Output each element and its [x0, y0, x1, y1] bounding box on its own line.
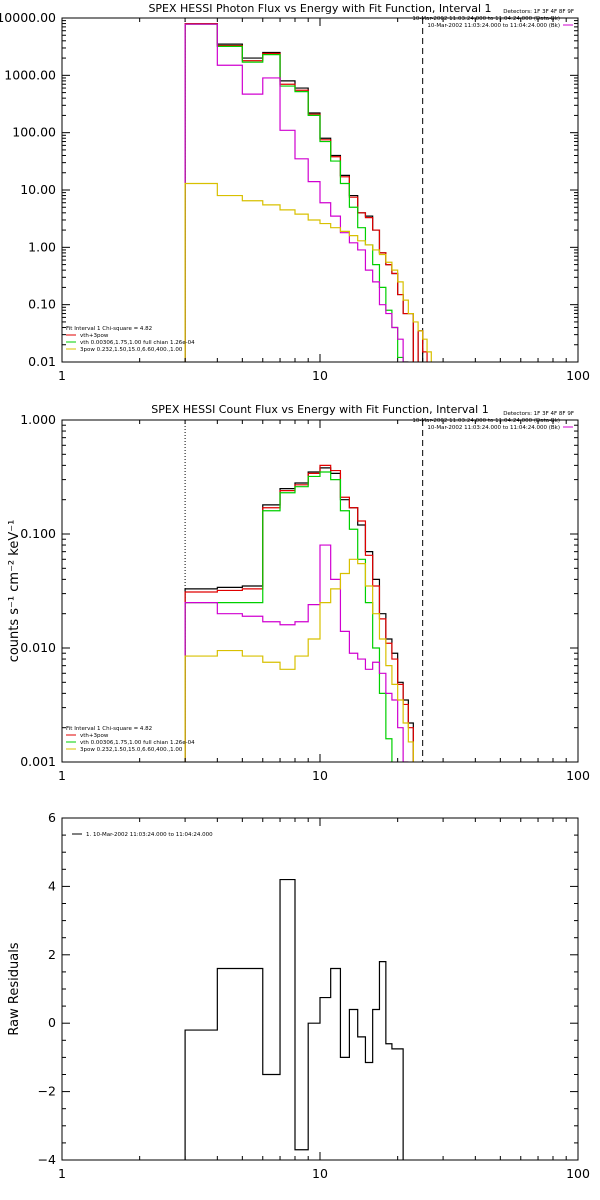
y-tick-label: 2 [48, 947, 56, 962]
y-tick-label: 1000.00 [4, 67, 56, 82]
series-group [184, 22, 432, 362]
fit-legend-entry: 3pow 0.232,1.50,15.0,6.60,400.,1.00 [80, 347, 183, 353]
series-3pow-y [184, 182, 432, 362]
y-tick-label: 100.00 [12, 125, 56, 140]
series-3pow [184, 544, 409, 762]
series-vth [184, 471, 393, 762]
x-tick-label: 100 [566, 368, 590, 383]
legend-entry: 10-Mar-2002 11:03:24.000 to 11:04:24.000… [412, 16, 560, 22]
series-3pow-y [184, 558, 414, 762]
y-tick-label: 0 [48, 1015, 56, 1030]
y-tick-label: 1.000 [20, 412, 56, 427]
y-tick-label: −4 [38, 1152, 56, 1167]
legend-entry: 10-Mar-2002 11:03:24.000 to 11:04:24.000… [412, 418, 560, 424]
panel-2: SPEX HESSI Count Flux vs Energy with Fit… [7, 403, 590, 783]
legend-entry: 10-Mar-2002 11:03:24.000 to 11:04:24.000… [427, 425, 560, 431]
y-tick-label: 1.00 [28, 239, 56, 254]
x-tick-label: 10 [312, 368, 328, 383]
fit-legend-entry: vth 0.00306,1.75,1.00 full chian 1.26e-0… [80, 740, 195, 746]
chart-title: SPEX HESSI Photon Flux vs Energy with Fi… [148, 2, 491, 15]
series-group [184, 464, 414, 762]
x-tick-label: 100 [566, 768, 590, 783]
fit-legend-entry: vth+3pow [80, 333, 109, 339]
y-axis-label: counts s⁻¹ cm⁻² keV⁻¹ [7, 520, 22, 663]
panel-1: SPEX HESSI Photon Flux vs Energy with Fi… [0, 2, 590, 383]
y-tick-label: 6 [48, 810, 56, 825]
fit-legend-entry: 3pow 0.232,1.50,15.0,6.60,400.,1.00 [80, 747, 183, 753]
legend-header: Detectors: 1F 3F 4F 8F 9F [503, 411, 574, 417]
y-tick-label: 0.01 [28, 354, 56, 369]
panel-3: Raw Residuals 1 10 100 6 4 2 0 −2 −4 1. 10-Mar-200… [7, 810, 590, 1181]
y-tick-label: 0.010 [20, 640, 56, 655]
x-tick-label: 1 [58, 368, 66, 383]
y-tick-label: 0.001 [20, 754, 56, 769]
y-tick-label: 10000.00 [0, 10, 56, 25]
series-vth [184, 23, 409, 362]
x-tick-label: 1 [58, 1166, 66, 1181]
y-tick-label: 4 [48, 878, 56, 893]
y-tick-label: 0.100 [20, 526, 56, 541]
legend-header: Detectors: 1F 3F 4F 8F 9F [503, 9, 574, 15]
x-tick-label: 100 [566, 1166, 590, 1181]
fit-legend-header: Fit Interval 1 Chi-square = 4.82 [66, 326, 152, 332]
x-tick-label: 1 [58, 768, 66, 783]
y-tick-label: −2 [38, 1084, 56, 1099]
fit-legend-entry: vth 0.00306,1.75,1.00 full chian 1.26e-0… [80, 340, 195, 346]
series-residuals [184, 878, 404, 1160]
x-tick-label: 10 [312, 768, 328, 783]
legend-entry: 1. 10-Mar-2002 11:03:24.000 to 11:04:24.… [86, 832, 213, 838]
y-axis-label: Raw Residuals [7, 942, 22, 1035]
fit-legend-entry: vth+3pow [80, 733, 109, 739]
x-tick-label: 10 [312, 1166, 328, 1181]
chart-title: SPEX HESSI Count Flux vs Energy with Fit… [151, 403, 488, 416]
series-3pow [184, 23, 409, 362]
y-tick-label: 0.10 [28, 297, 56, 312]
fit-legend-header: Fit Interval 1 Chi-square = 4.82 [66, 726, 152, 732]
legend-entry: 10-Mar-2002 11:03:24.000 to 11:04:24.000… [427, 23, 560, 29]
series-group [184, 878, 404, 1160]
y-tick-label: 10.00 [20, 182, 56, 197]
